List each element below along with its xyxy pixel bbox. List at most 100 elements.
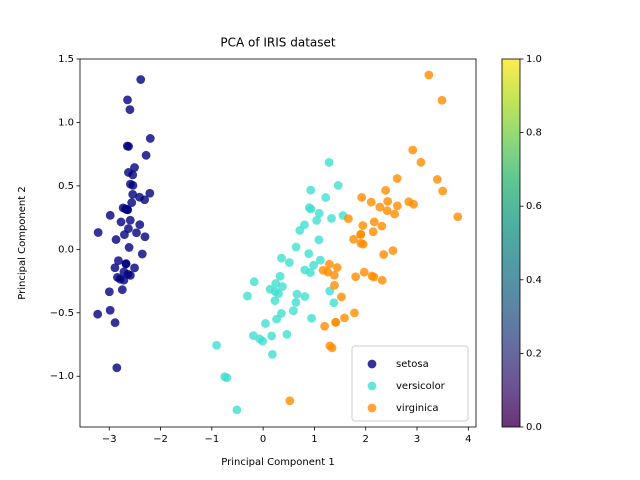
point: [424, 70, 434, 80]
point: [343, 214, 353, 224]
point: [130, 263, 139, 273]
colorbar-tick-label: 0.4: [526, 275, 542, 286]
x-tick-label: 2: [363, 434, 369, 445]
point: [128, 189, 138, 199]
point: [282, 329, 292, 339]
y-tick-label: 1.5: [58, 54, 74, 65]
point: [408, 145, 418, 155]
point: [432, 175, 442, 184]
point: [349, 234, 359, 244]
x-tick-label: −1: [204, 434, 219, 445]
chart-title: PCA of IRIS dataset: [220, 36, 336, 50]
point: [112, 363, 122, 373]
point: [104, 287, 114, 297]
point: [366, 197, 376, 207]
point: [359, 267, 369, 277]
point: [309, 260, 318, 270]
point: [351, 272, 361, 282]
point: [274, 289, 283, 299]
point: [122, 141, 132, 151]
point: [375, 202, 385, 212]
legend-label: virginica: [396, 403, 439, 414]
y-tick-label: −0.5: [50, 308, 74, 319]
legend-label: setosa: [396, 359, 429, 370]
point: [321, 193, 331, 202]
point: [453, 212, 463, 222]
point: [116, 217, 126, 227]
point: [277, 253, 286, 263]
point: [278, 282, 287, 291]
x-tick-label: −3: [102, 434, 117, 445]
point: [277, 309, 286, 318]
x-axis-label: Principal Component 1: [221, 457, 334, 468]
point: [324, 158, 334, 167]
x-tick-label: 3: [414, 434, 420, 445]
point: [358, 221, 368, 230]
point: [416, 157, 426, 167]
legend-marker: [367, 359, 377, 369]
point: [121, 259, 131, 269]
point: [117, 285, 127, 295]
colorbar-tick-label: 1.0: [526, 54, 542, 65]
colorbar-tick-label: 0.2: [526, 348, 542, 359]
point: [136, 75, 146, 84]
y-tick-label: −1.0: [50, 371, 74, 382]
point: [300, 220, 309, 230]
legend-marker: [367, 381, 377, 391]
point: [404, 197, 414, 207]
x-tick-label: −2: [153, 434, 168, 445]
point: [123, 95, 132, 105]
x-tick-label: 4: [465, 434, 471, 445]
point: [333, 180, 343, 190]
y-tick-label: 1.0: [58, 117, 74, 128]
colorbar-tick-label: 0.8: [526, 128, 542, 139]
point: [105, 210, 115, 220]
point: [337, 292, 346, 302]
point: [248, 331, 258, 341]
point: [330, 280, 339, 290]
point: [382, 206, 392, 216]
point: [369, 272, 379, 282]
point: [270, 296, 280, 306]
point: [284, 258, 294, 267]
point: [381, 185, 391, 195]
legend-marker: [367, 403, 377, 413]
point: [145, 134, 155, 143]
y-tick-label: 0.5: [58, 181, 74, 192]
point: [268, 350, 277, 359]
point: [265, 284, 275, 294]
point: [340, 313, 349, 323]
point: [113, 272, 122, 282]
point: [356, 230, 366, 239]
x-tick-label: 0: [260, 434, 266, 445]
point: [307, 313, 316, 323]
point: [123, 205, 133, 215]
point: [314, 208, 324, 218]
point: [327, 213, 336, 223]
point: [124, 243, 134, 252]
point: [114, 256, 123, 266]
point: [392, 201, 402, 211]
point: [232, 405, 242, 415]
point: [130, 163, 139, 172]
point: [329, 270, 339, 280]
point: [377, 221, 387, 231]
point: [369, 217, 379, 227]
point: [285, 396, 295, 406]
point: [331, 317, 341, 327]
point: [125, 215, 135, 225]
point: [438, 186, 448, 196]
colorbar: [501, 58, 521, 428]
point: [105, 305, 115, 315]
point: [267, 331, 277, 341]
point: [140, 232, 150, 242]
point: [312, 216, 322, 225]
point: [392, 174, 402, 183]
point: [132, 228, 141, 238]
point: [291, 297, 301, 307]
point: [135, 220, 145, 230]
y-tick-label: 0.0: [58, 244, 74, 255]
point: [304, 249, 314, 259]
point: [111, 235, 121, 244]
point: [125, 105, 135, 115]
